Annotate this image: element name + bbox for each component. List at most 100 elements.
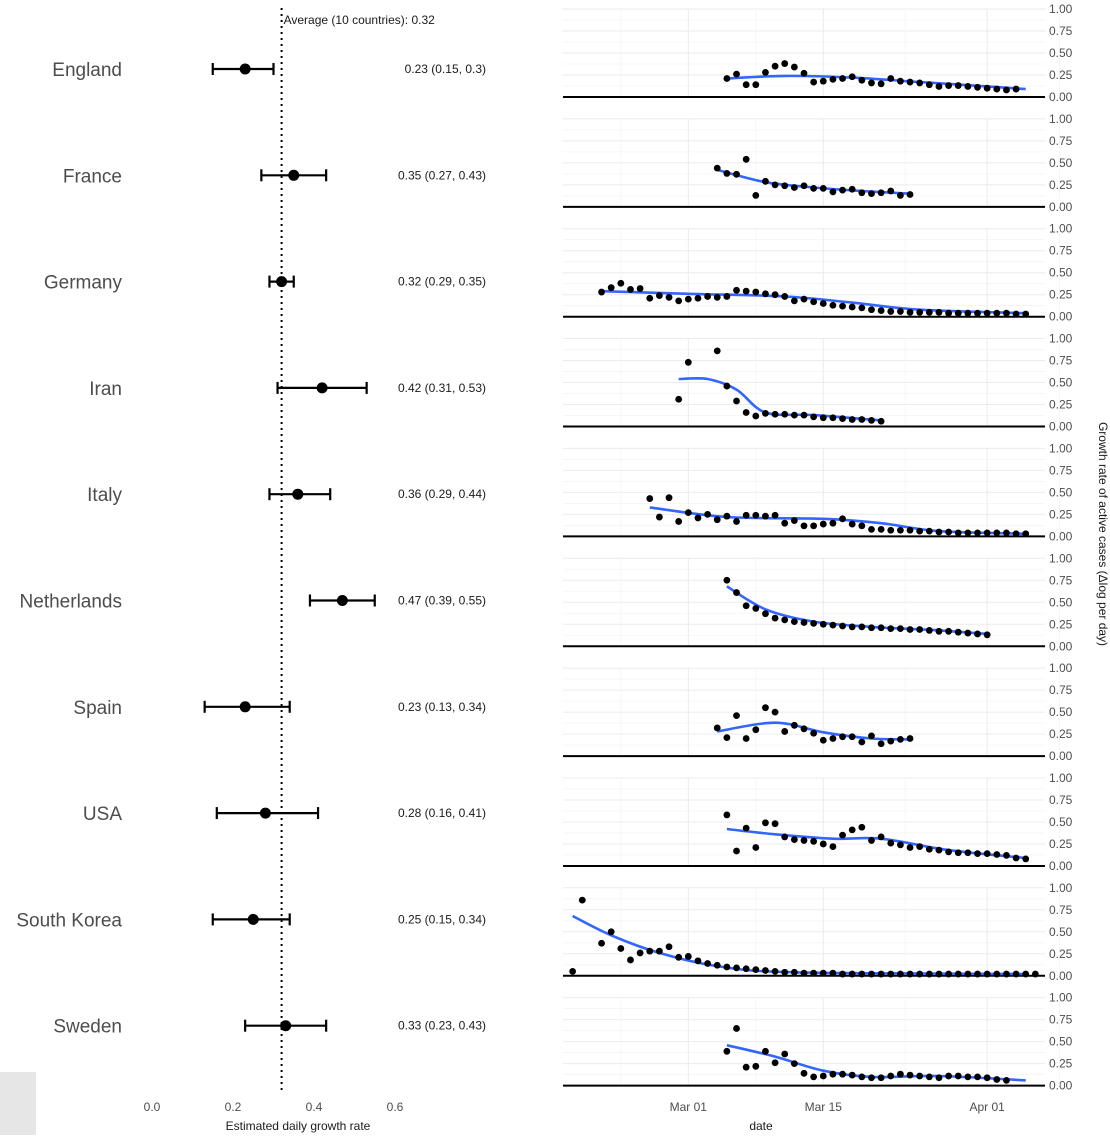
observed-point [790, 721, 798, 729]
observed-point [810, 413, 818, 421]
panel-netherlands: 0.00 0.25 0.50 0.75 1.00 [563, 551, 1073, 653]
observed-point [752, 412, 760, 420]
observed-point [925, 81, 933, 89]
y-tick-label: 0.75 [1049, 793, 1073, 807]
observed-point [897, 970, 904, 978]
observed-point [887, 737, 895, 745]
observed-point [733, 286, 740, 294]
observed-point [723, 734, 731, 742]
panel-spain: 0.00 0.25 0.50 0.75 1.00 [563, 661, 1073, 763]
observed-point [858, 416, 866, 423]
observed-point [925, 845, 933, 853]
country-label: Germany [44, 273, 123, 294]
country-label: South Korea [16, 910, 122, 931]
observed-point [713, 347, 721, 355]
y-tick-label: 0.50 [1049, 815, 1073, 829]
observed-point [733, 589, 740, 596]
observed-point [877, 740, 885, 748]
observed-point [839, 970, 846, 978]
observed-point [762, 704, 769, 712]
observed-point [925, 527, 933, 535]
observed-point [829, 301, 837, 309]
observed-point [839, 1070, 846, 1078]
observed-point [723, 170, 731, 177]
observed-point [713, 516, 721, 524]
observed-point [762, 512, 769, 520]
y-tick-label: 0.00 [1049, 310, 1073, 324]
observed-point [887, 187, 895, 195]
observed-point [598, 288, 605, 296]
y-tick-label: 0.00 [1049, 1079, 1073, 1093]
observed-point [636, 285, 644, 292]
observed-point [646, 947, 654, 955]
observed-point [790, 517, 798, 524]
observed-point [607, 284, 615, 292]
observed-point [906, 78, 914, 86]
observed-point [993, 1076, 1001, 1083]
y-tick-label: 0.75 [1049, 354, 1073, 368]
observed-point [858, 189, 866, 197]
observed-point [656, 292, 663, 299]
y-tick-label: 0.50 [1049, 376, 1073, 390]
observed-point [906, 1071, 914, 1079]
estimate-label: 0.42 (0.31, 0.53) [398, 381, 486, 395]
observed-point [983, 309, 991, 317]
y-tick-label: 0.75 [1049, 244, 1073, 258]
panel-italy: 0.00 0.25 0.50 0.75 1.00 [563, 441, 1073, 543]
observed-point [848, 303, 856, 311]
observed-point [762, 967, 769, 974]
observed-point [598, 939, 605, 947]
observed-point [810, 1073, 818, 1081]
observed-point [964, 83, 972, 90]
observed-point [858, 823, 866, 831]
observed-point [848, 185, 856, 193]
observed-point [694, 514, 702, 522]
y-tick-label: 0.75 [1049, 683, 1073, 697]
panel-france: 0.00 0.25 0.50 0.75 1.00 [563, 112, 1073, 214]
observed-point [935, 1074, 943, 1082]
observed-point [694, 957, 702, 965]
observed-point [752, 1062, 760, 1070]
forest-plot: Average (10 countries): 0.32 England 0.23 … [16, 8, 486, 1114]
y-tick-label: 0.25 [1049, 68, 1073, 82]
observed-point [656, 947, 663, 955]
observed-point [675, 953, 683, 961]
observed-point [1012, 85, 1020, 93]
observed-point [848, 826, 856, 834]
observed-point [675, 518, 683, 525]
observed-point [733, 397, 740, 405]
panel-usa: 0.00 0.25 0.50 0.75 1.00 [563, 771, 1073, 873]
observed-point [733, 964, 740, 972]
observed-point [897, 735, 904, 743]
observed-point [723, 382, 731, 390]
observed-point [771, 181, 779, 189]
observed-point [974, 309, 981, 317]
observed-point [945, 848, 952, 856]
observed-point [762, 610, 769, 618]
country-label: France [63, 166, 122, 187]
observed-point [868, 624, 875, 632]
y-tick-label: 0.50 [1049, 595, 1073, 609]
observed-point [752, 844, 760, 851]
observed-point [877, 80, 885, 88]
axis-titles: Estimated daily growth rate date Growth … [226, 422, 1110, 1133]
estimate-label: 0.23 (0.15, 0.3) [405, 62, 486, 76]
observed-point [810, 619, 818, 627]
country-label: Iran [89, 379, 122, 400]
observed-point [762, 819, 769, 827]
observed-point [935, 627, 943, 635]
observed-point [656, 513, 663, 521]
observed-point [781, 616, 789, 624]
observed-point [848, 520, 856, 528]
observed-point [771, 291, 779, 299]
observed-point [665, 494, 673, 502]
observed-point [810, 837, 818, 845]
forest-x-tick-label: 0.2 [225, 1100, 242, 1114]
forest-x-tick-label: 0.6 [387, 1100, 404, 1114]
observed-point [723, 75, 731, 82]
observed-point [1022, 855, 1030, 863]
observed-point [848, 1071, 856, 1079]
observed-point [829, 843, 837, 850]
observed-point [954, 82, 962, 89]
